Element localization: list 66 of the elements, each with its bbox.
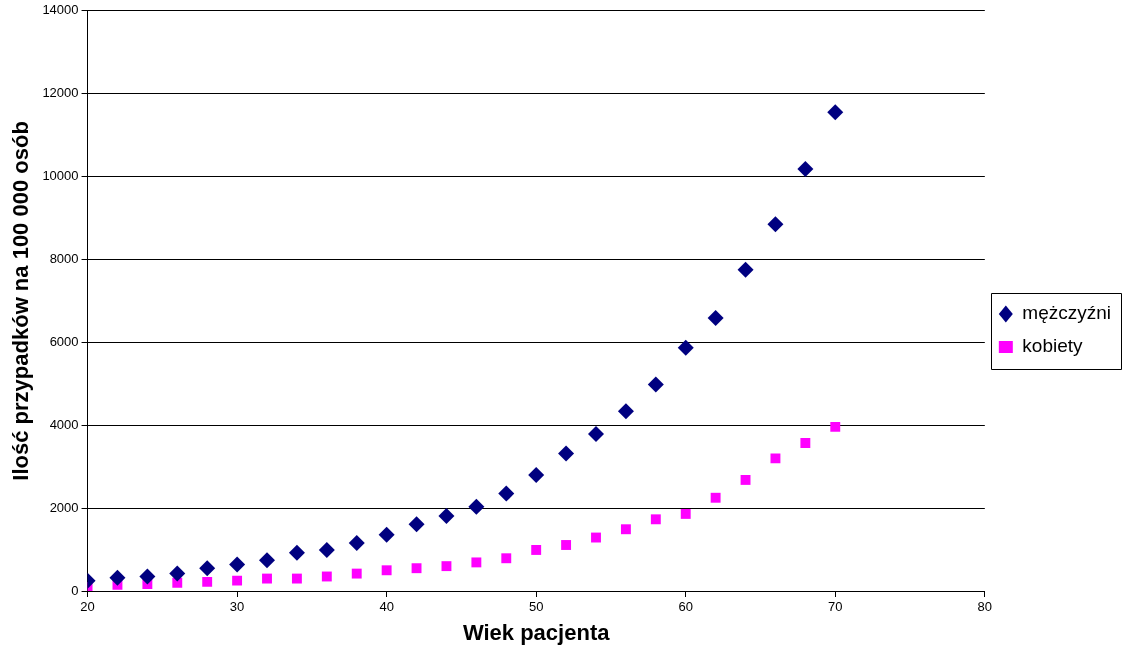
y-tick-label: 8000: [49, 251, 79, 267]
y-tick-label: 10000: [42, 168, 79, 184]
x-tick-label: 30: [229, 599, 245, 615]
y-tick-label: 0: [71, 582, 79, 598]
point: [677, 339, 694, 356]
legend-label: kobiety: [1022, 335, 1084, 357]
point: [707, 309, 724, 326]
point: [441, 561, 452, 572]
x-axis-title: Wiek pacjenta: [462, 619, 611, 645]
point: [291, 573, 302, 584]
point: [528, 466, 545, 483]
legend-label: mężczyźni: [1022, 302, 1112, 324]
point: [531, 545, 542, 555]
point: [109, 569, 126, 586]
point: [468, 498, 485, 515]
point: [139, 568, 156, 585]
point: [321, 571, 332, 582]
point: [471, 557, 482, 568]
y-tick-label: 12000: [42, 85, 79, 101]
point: [381, 565, 392, 576]
y-tick-label: 14000: [42, 2, 79, 18]
point: [770, 453, 781, 464]
point: [800, 438, 811, 448]
y-tick-label: 2000: [49, 499, 79, 515]
point: [232, 575, 243, 586]
x-tick-label: 60: [678, 599, 693, 615]
point: [501, 553, 512, 564]
point: [378, 526, 395, 543]
point: [259, 552, 275, 569]
point: [591, 532, 601, 543]
point: [827, 104, 844, 121]
point: [498, 485, 515, 502]
x-tick-label: 20: [80, 599, 95, 615]
point: [650, 514, 661, 525]
point: [617, 403, 634, 420]
point: [558, 445, 575, 462]
point: [438, 507, 455, 524]
point: [797, 161, 814, 178]
point: [680, 508, 691, 519]
x-tick-label: 70: [828, 599, 843, 615]
point: [351, 568, 362, 579]
y-tick-label: 4000: [49, 416, 79, 432]
point: [561, 540, 572, 550]
x-tick-label: 40: [379, 599, 394, 615]
point: [710, 492, 721, 503]
point: [199, 560, 216, 577]
point: [262, 573, 272, 584]
point: [408, 516, 425, 533]
point: [737, 261, 754, 278]
point: [202, 576, 213, 587]
x-tick-label: 50: [528, 599, 544, 615]
point: [318, 541, 335, 558]
point: [740, 474, 751, 485]
point: [830, 421, 841, 432]
y-axis-title: Ilość przypadków na 100 000 osób: [8, 121, 34, 481]
point: [767, 216, 784, 233]
point: [647, 376, 664, 393]
y-tick-label: 6000: [49, 333, 79, 349]
point: [169, 565, 186, 582]
x-tick-label: 80: [977, 599, 993, 615]
point: [348, 534, 365, 551]
point: [288, 544, 305, 561]
point: [588, 425, 604, 442]
point: [411, 563, 422, 574]
point: [620, 524, 631, 535]
point: [229, 556, 246, 573]
